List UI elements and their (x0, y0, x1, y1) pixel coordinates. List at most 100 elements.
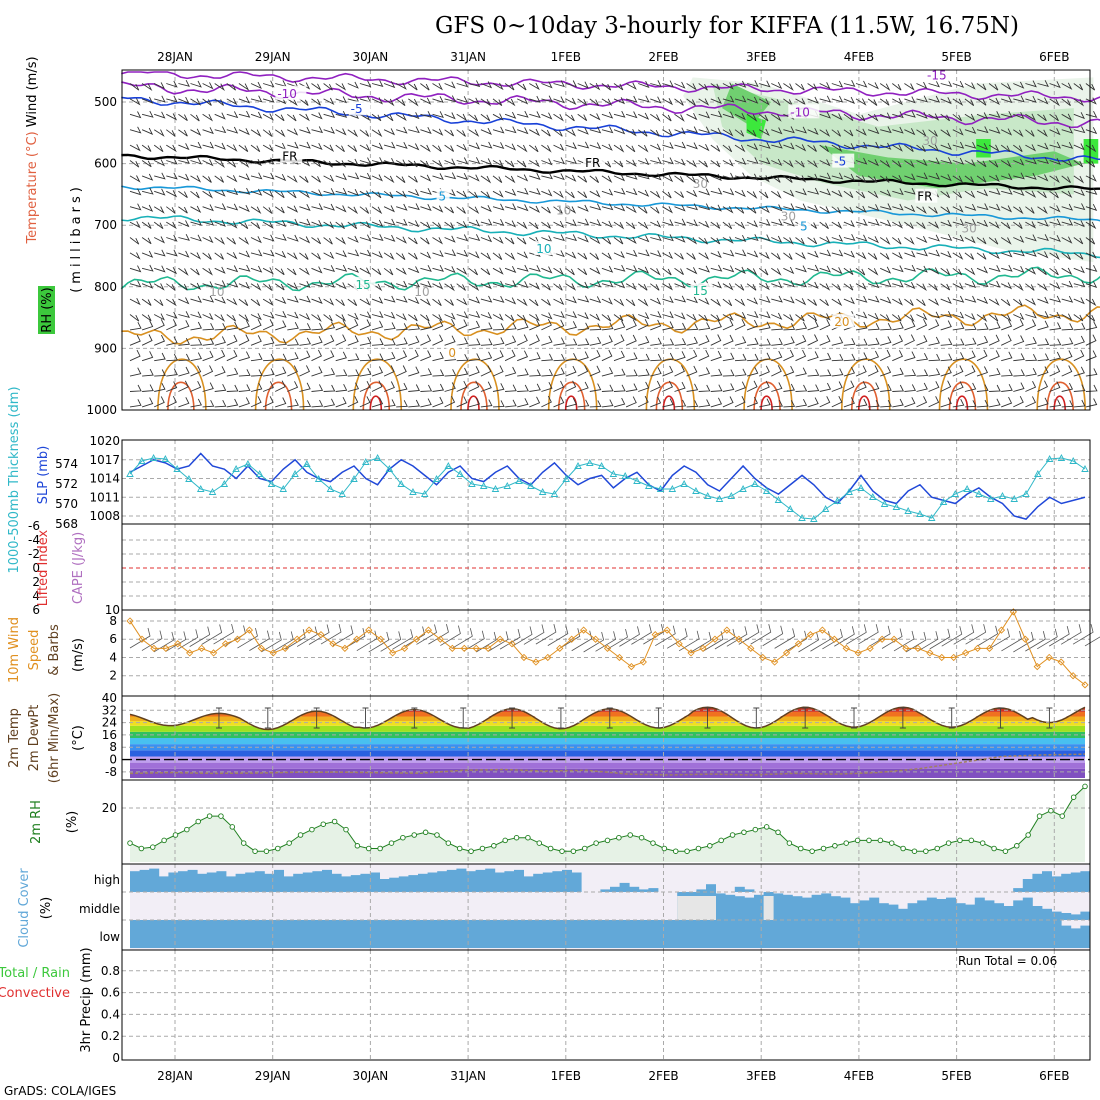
wind10m-barb (1048, 626, 1070, 647)
wind-barb (795, 398, 808, 408)
wind-barb (759, 338, 771, 346)
wind-barb (577, 399, 590, 408)
wind-barb (1025, 129, 1035, 137)
thickness-marker (845, 488, 853, 495)
wind-barb (976, 219, 989, 228)
wind-barb (867, 204, 880, 212)
temp-band (130, 721, 1085, 726)
isotherm-loop-30 (264, 381, 293, 411)
wind-barb (335, 298, 345, 307)
wind-barb (504, 175, 516, 184)
wind-barb (275, 173, 287, 182)
wind-barb (1073, 322, 1086, 331)
wind-barb (1049, 338, 1062, 346)
isotherm-label: 10 (536, 242, 551, 256)
wind-barb (299, 218, 311, 226)
wind-barb (359, 157, 372, 165)
wind-barb (529, 111, 541, 119)
wind-barb (734, 80, 747, 88)
wind-barb (432, 237, 444, 245)
wind-barb (202, 190, 214, 199)
wind-barb (553, 353, 566, 362)
wind-barb (1000, 237, 1012, 245)
wind-barb (517, 281, 529, 289)
wind-barb (166, 172, 178, 180)
wind-barb (952, 128, 964, 136)
wind-barb (577, 322, 590, 331)
wind10m-barb (893, 630, 915, 652)
wind-barb (141, 397, 154, 408)
wind-barb (517, 368, 529, 377)
wind-barb (456, 353, 469, 362)
cloud-bar (773, 920, 784, 948)
cloud-bar (485, 920, 496, 948)
cloud-bar (859, 900, 870, 920)
cloud-bar (408, 875, 419, 892)
wind-barb (928, 206, 938, 214)
wind10m-barb (129, 627, 151, 649)
wind-barb (335, 334, 347, 346)
wind-barb (976, 98, 987, 106)
wind-barb (952, 295, 965, 303)
wind-barb (758, 98, 770, 106)
wind-barb (287, 398, 299, 408)
wind-barb (795, 367, 807, 377)
wind-barb (250, 352, 263, 362)
wind-barb (529, 383, 541, 392)
wind-barb (238, 204, 250, 213)
thickness-marker (220, 480, 229, 487)
wind-barb (383, 175, 395, 184)
wind-barb (456, 283, 466, 291)
wind-barb (214, 314, 226, 322)
thickness-line (129, 457, 1086, 520)
wind-barb (976, 252, 987, 260)
cloud-bar (936, 899, 947, 920)
wind-barb (432, 221, 442, 230)
wind-barb (758, 205, 770, 214)
wind-barb (686, 400, 699, 408)
wind-barb (589, 126, 602, 134)
wind10m-barb (714, 628, 736, 650)
wind-barb (819, 144, 829, 153)
wind10m-barb (1060, 624, 1082, 645)
wind-barb (299, 190, 310, 199)
wind-barb (940, 296, 952, 305)
wind-barb (589, 236, 601, 245)
rh-marker (934, 845, 940, 852)
wind-barb (311, 322, 324, 331)
contour-label-bg (353, 276, 376, 291)
wind-barb (190, 175, 202, 183)
wind-barb (710, 96, 722, 104)
wind-barb (976, 237, 987, 245)
wind-barb (855, 218, 868, 226)
wind-speed-marker (782, 649, 791, 657)
wind-barb (214, 399, 227, 408)
wind-speed-marker (138, 635, 146, 643)
wind-barb (1085, 127, 1098, 135)
wind-barb (468, 251, 480, 259)
wind-barb (287, 311, 299, 319)
wind-barb (650, 396, 662, 408)
rh-contour-label: 30 (693, 177, 708, 191)
wind-barb (178, 96, 190, 104)
wind-barb (311, 98, 321, 106)
li-tick-label: -6 (28, 519, 40, 533)
wind-barb (928, 381, 940, 392)
wind-barb (154, 82, 166, 90)
cloud-bar (398, 920, 409, 948)
wind-barb (154, 111, 166, 119)
wind-speed-marker (973, 644, 982, 652)
wind-barb (129, 384, 142, 392)
wind-barb (940, 310, 953, 318)
wind10m-barb (881, 628, 903, 649)
wind-barb (855, 352, 868, 362)
wind-barb (1049, 282, 1061, 290)
wind-barb (541, 368, 554, 377)
wind-barb (456, 129, 466, 137)
wind-barb (226, 265, 239, 273)
wind-barb (359, 129, 370, 137)
cloud-bar (283, 876, 294, 892)
wind-barb (1025, 113, 1036, 121)
wind-barb (1061, 337, 1074, 346)
